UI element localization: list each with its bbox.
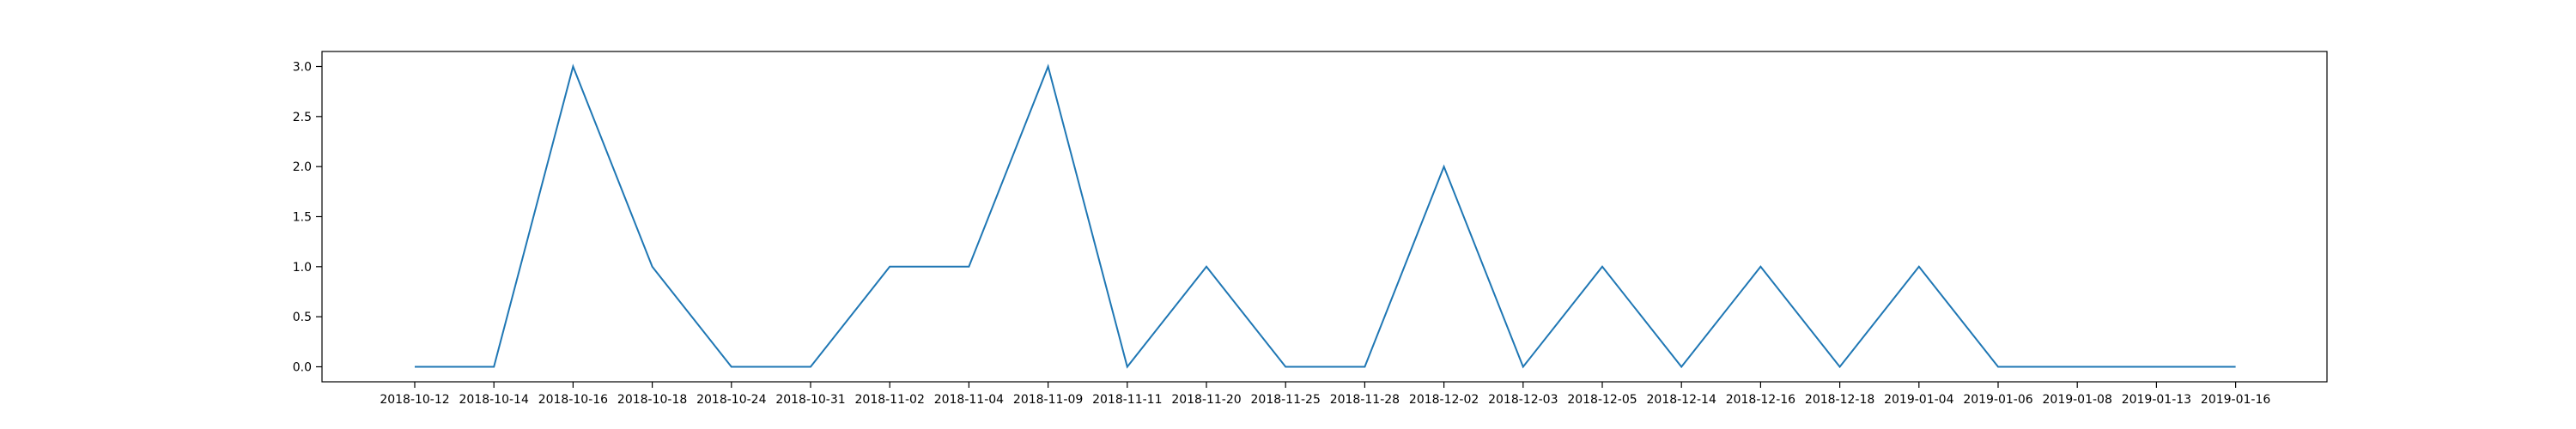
x-tick-label: 2018-11-02 (855, 393, 925, 407)
x-tick-label: 2018-11-25 (1251, 393, 1321, 407)
x-tick-label: 2018-12-16 (1726, 393, 1795, 407)
y-tick-label: 2.5 (293, 111, 312, 124)
x-tick-label: 2018-10-31 (775, 393, 845, 407)
x-tick-label: 2018-11-11 (1092, 393, 1162, 407)
x-tick-label: 2018-11-28 (1330, 393, 1400, 407)
y-tick-label: 1.5 (293, 211, 312, 225)
x-tick-label: 2019-01-04 (1884, 393, 1953, 407)
series-line (415, 63, 2236, 369)
x-tick-label: 2018-11-20 (1171, 393, 1241, 407)
x-tick-label: 2019-01-06 (1963, 393, 2032, 407)
x-tick-label: 2018-12-03 (1488, 393, 1558, 407)
x-tick-label: 2018-10-12 (380, 393, 449, 407)
y-tick-label: 1.0 (293, 261, 312, 275)
x-tick-label: 2019-01-16 (2201, 393, 2270, 407)
x-tick-label: 2018-12-14 (1647, 393, 1716, 407)
y-tick-label: 0.0 (293, 361, 312, 375)
y-tick-label: 0.5 (293, 311, 312, 324)
x-tick-label: 2018-12-02 (1409, 393, 1479, 407)
x-tick-label: 2018-10-14 (459, 393, 529, 407)
y-tick-label: 3.0 (293, 61, 312, 75)
x-tick-label: 2019-01-13 (2122, 393, 2191, 407)
x-tick-label: 2018-11-09 (1013, 393, 1083, 407)
x-tick-label: 2019-01-08 (2043, 393, 2112, 407)
plot-frame (321, 51, 2328, 383)
x-tick-label: 2018-10-24 (696, 393, 766, 407)
axes: 0.0 0.5 1.0 1.5 2.0 2.5 3.0 2018-10-12 2018-10-1… (293, 51, 2328, 407)
x-tick-label: 2018-11-04 (934, 393, 1004, 407)
x-tick-label: 2018-10-18 (617, 393, 687, 407)
x-tick-label: 2018-12-18 (1805, 393, 1874, 407)
x-tick-label: 2018-10-16 (538, 393, 608, 407)
y-tick-label: 2.0 (293, 160, 312, 174)
x-tick-label: 2018-12-05 (1567, 393, 1637, 407)
